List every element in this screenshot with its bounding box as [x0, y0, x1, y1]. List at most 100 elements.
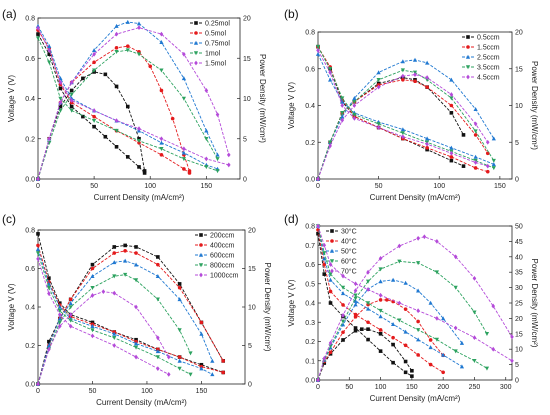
power-point	[449, 92, 454, 97]
voltage-point	[449, 155, 454, 159]
power-curve	[317, 74, 489, 180]
power-point	[226, 152, 231, 158]
power-point	[125, 44, 130, 48]
power-point	[90, 293, 95, 298]
power-point	[316, 377, 320, 383]
voltage-curve	[317, 225, 488, 369]
y2-tick-label: 0	[515, 177, 519, 184]
power-point	[177, 328, 182, 333]
x-tick-label: 250	[469, 384, 481, 391]
power-point	[134, 245, 138, 249]
power-point	[142, 169, 147, 173]
voltage-point	[90, 324, 95, 329]
power-point	[155, 274, 160, 278]
voltage-point	[328, 277, 333, 282]
voltage-point	[416, 328, 421, 333]
power-point	[199, 320, 204, 325]
voltage-point	[397, 318, 402, 323]
series-2	[35, 247, 215, 386]
voltage-point	[453, 349, 458, 354]
legend-label: 30°C	[341, 228, 357, 236]
voltage-curve	[37, 258, 169, 375]
power-point	[36, 381, 40, 387]
power-point	[340, 114, 345, 119]
power-point	[69, 88, 74, 93]
voltage-point	[353, 293, 358, 298]
voltage-point	[353, 326, 358, 330]
voltage-point	[449, 150, 454, 156]
x-tick-label: 0	[36, 388, 40, 395]
voltage-point	[58, 96, 63, 101]
voltage-point	[322, 242, 327, 248]
legend-item: 400ccm	[195, 243, 235, 250]
voltage-point	[81, 114, 85, 119]
power-point	[352, 100, 357, 105]
power-point	[199, 331, 204, 336]
power-point	[416, 319, 420, 324]
power-point	[403, 307, 408, 311]
voltage-point	[428, 362, 433, 367]
power-point	[484, 332, 490, 336]
power-point	[385, 298, 389, 302]
power-point	[472, 310, 477, 315]
voltage-point	[328, 70, 332, 75]
power-point	[400, 59, 405, 64]
legend-marker	[194, 21, 198, 25]
voltage-curve	[317, 233, 413, 377]
power-point	[58, 100, 63, 105]
voltage-point	[159, 140, 164, 145]
voltage-point	[366, 320, 370, 325]
y-axis-title: Voltage V (V)	[287, 82, 296, 129]
x-tick-label: 200	[437, 384, 449, 391]
power-point	[341, 330, 345, 335]
voltage-point	[449, 158, 454, 163]
power-point	[69, 92, 74, 97]
power-point	[453, 254, 458, 260]
y-tick-label: 0.7	[305, 243, 315, 250]
voltage-point	[352, 115, 357, 121]
voltage-point	[47, 43, 52, 48]
voltage-point	[156, 366, 160, 371]
x-tick-label: 50	[375, 183, 383, 190]
legend-label: 70°C	[341, 268, 357, 276]
series-4	[316, 223, 514, 383]
power-point	[137, 136, 141, 141]
y2-tick-label: 15	[248, 266, 256, 273]
voltage-point	[112, 336, 117, 340]
voltage-point	[328, 272, 333, 277]
power-point	[210, 358, 215, 363]
y-tick-label: 0.6	[25, 266, 35, 273]
voltage-point	[378, 349, 383, 353]
voltage-point	[114, 118, 119, 124]
legend-label: 1000ccm	[210, 273, 239, 280]
y2-tick-label: 0	[515, 378, 519, 385]
power-point	[57, 320, 62, 325]
power-point	[170, 116, 175, 121]
y-axis-title: Voltage V (V)	[7, 283, 16, 330]
power-point	[215, 152, 220, 157]
series-3	[315, 44, 496, 182]
power-point	[485, 151, 490, 156]
voltage-point	[137, 165, 141, 169]
power-point	[57, 316, 62, 321]
y-tick-label: 0.4	[305, 103, 315, 110]
y-tick-label: 0.6	[25, 56, 35, 63]
y-tick-label: 0.0	[305, 378, 315, 385]
legend-item: 0.5ccm	[462, 35, 500, 42]
voltage-curve	[317, 50, 488, 167]
x-tick-label: 100	[141, 388, 153, 395]
power-point	[68, 305, 73, 310]
voltage-point	[57, 309, 62, 314]
power-point	[81, 76, 85, 81]
power-point	[425, 60, 430, 65]
voltage-point	[353, 298, 358, 303]
voltage-point	[58, 80, 63, 85]
y2-tick-label: 10	[248, 305, 256, 312]
power-point	[400, 68, 405, 73]
power-point	[328, 140, 333, 145]
voltage-point	[401, 134, 405, 140]
power-point	[510, 334, 514, 340]
voltage-point	[353, 281, 358, 287]
power-point	[47, 339, 51, 344]
y2-tick-label: 20	[248, 228, 256, 235]
